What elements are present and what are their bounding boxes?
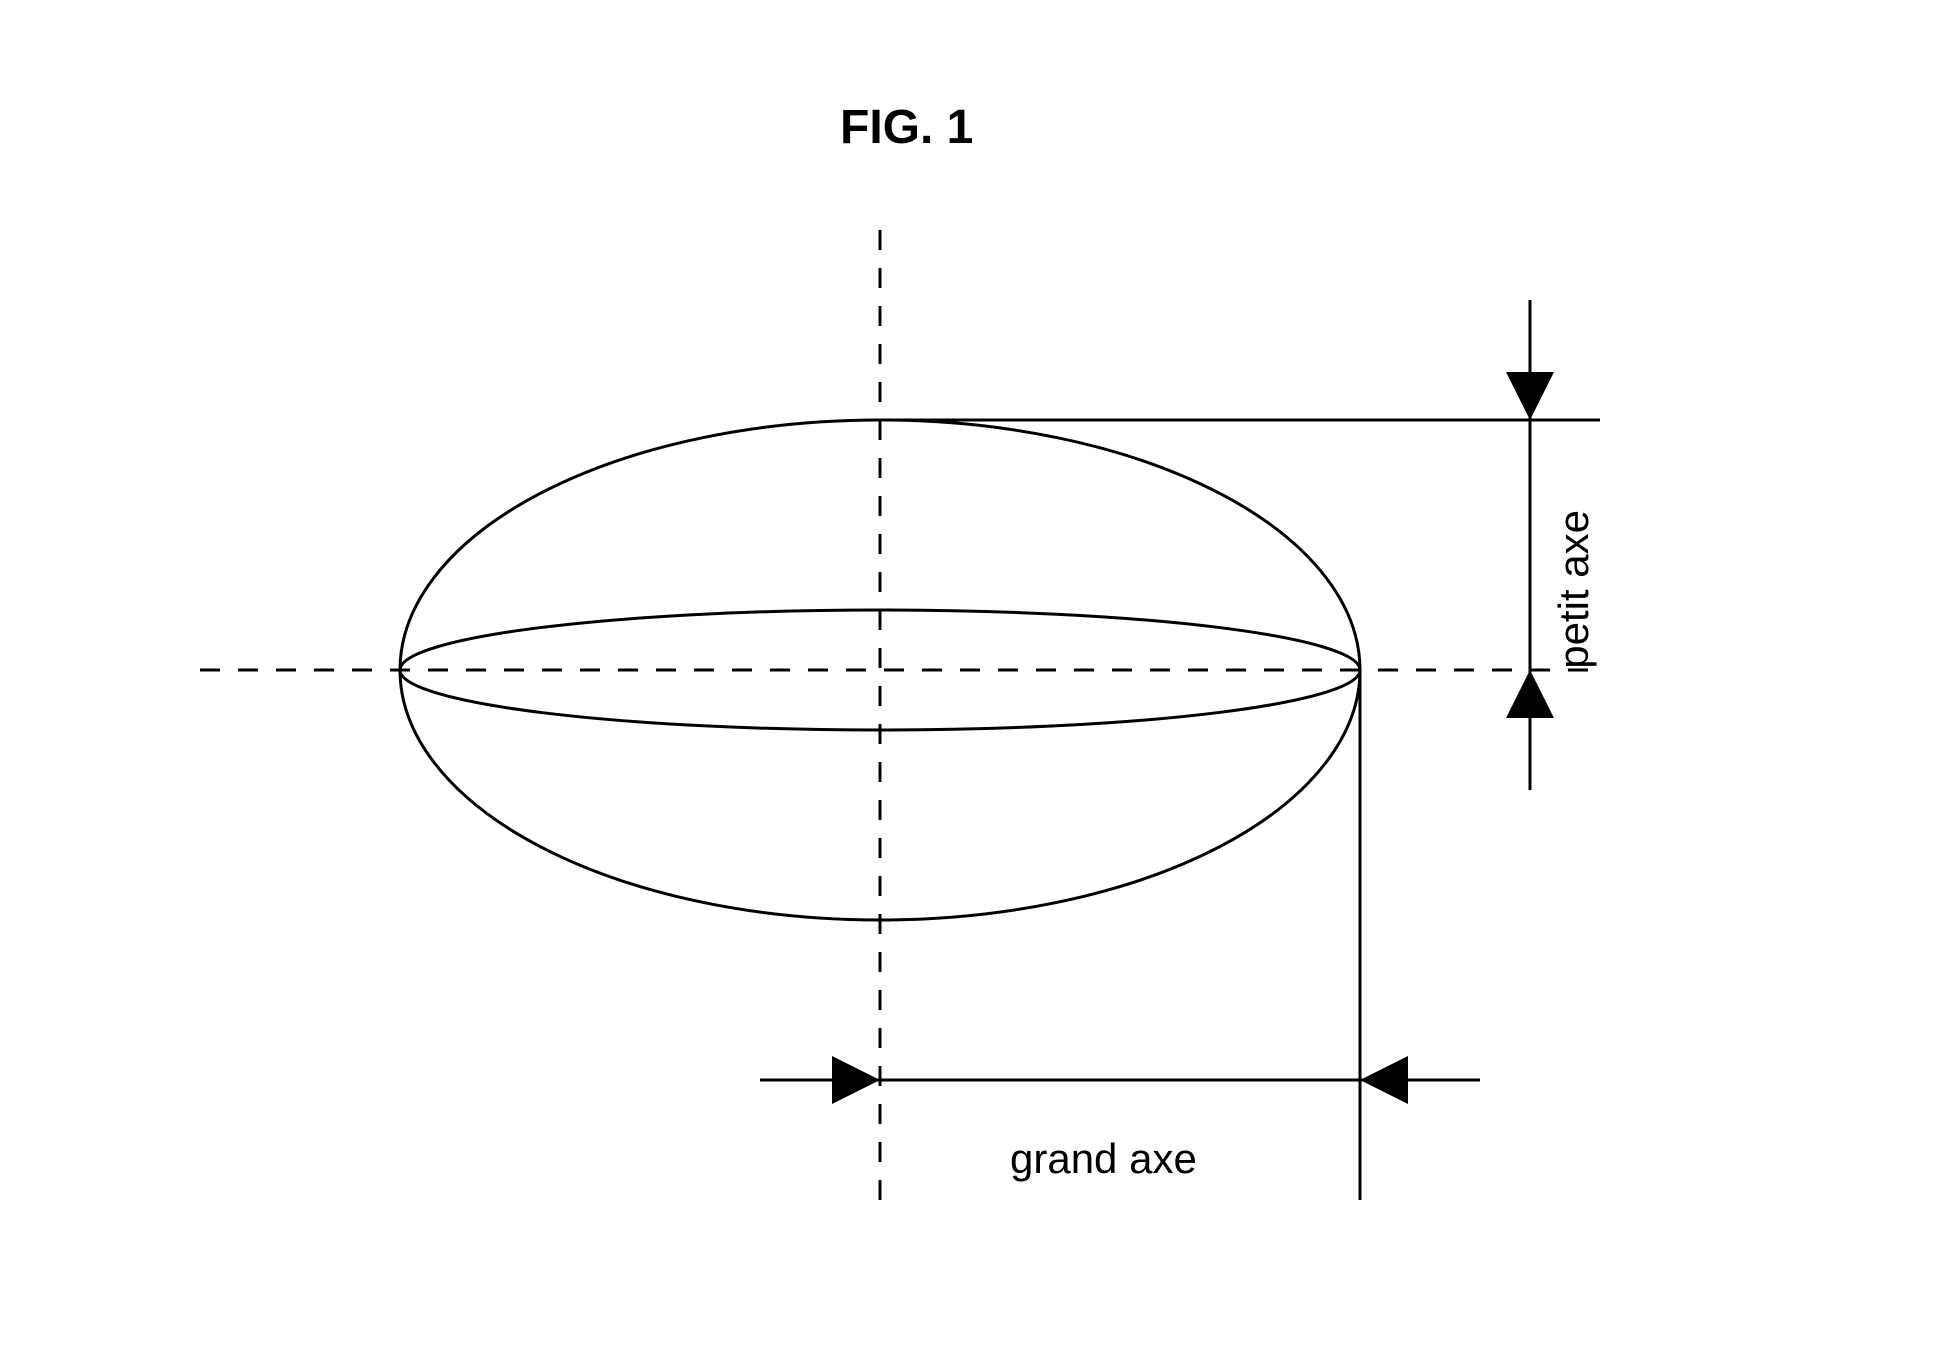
petit-axe-label: petit axe xyxy=(1550,510,1598,669)
grand-axe-label: grand axe xyxy=(1010,1135,1197,1183)
grand-axe-arrow-right xyxy=(1360,1056,1408,1104)
ellipse-diagram xyxy=(0,0,1943,1358)
diagram-container: FIG. 1 grand axe petit axe xyxy=(0,0,1943,1358)
figure-title: FIG. 1 xyxy=(840,100,973,155)
grand-axe-arrow-left xyxy=(832,1056,880,1104)
